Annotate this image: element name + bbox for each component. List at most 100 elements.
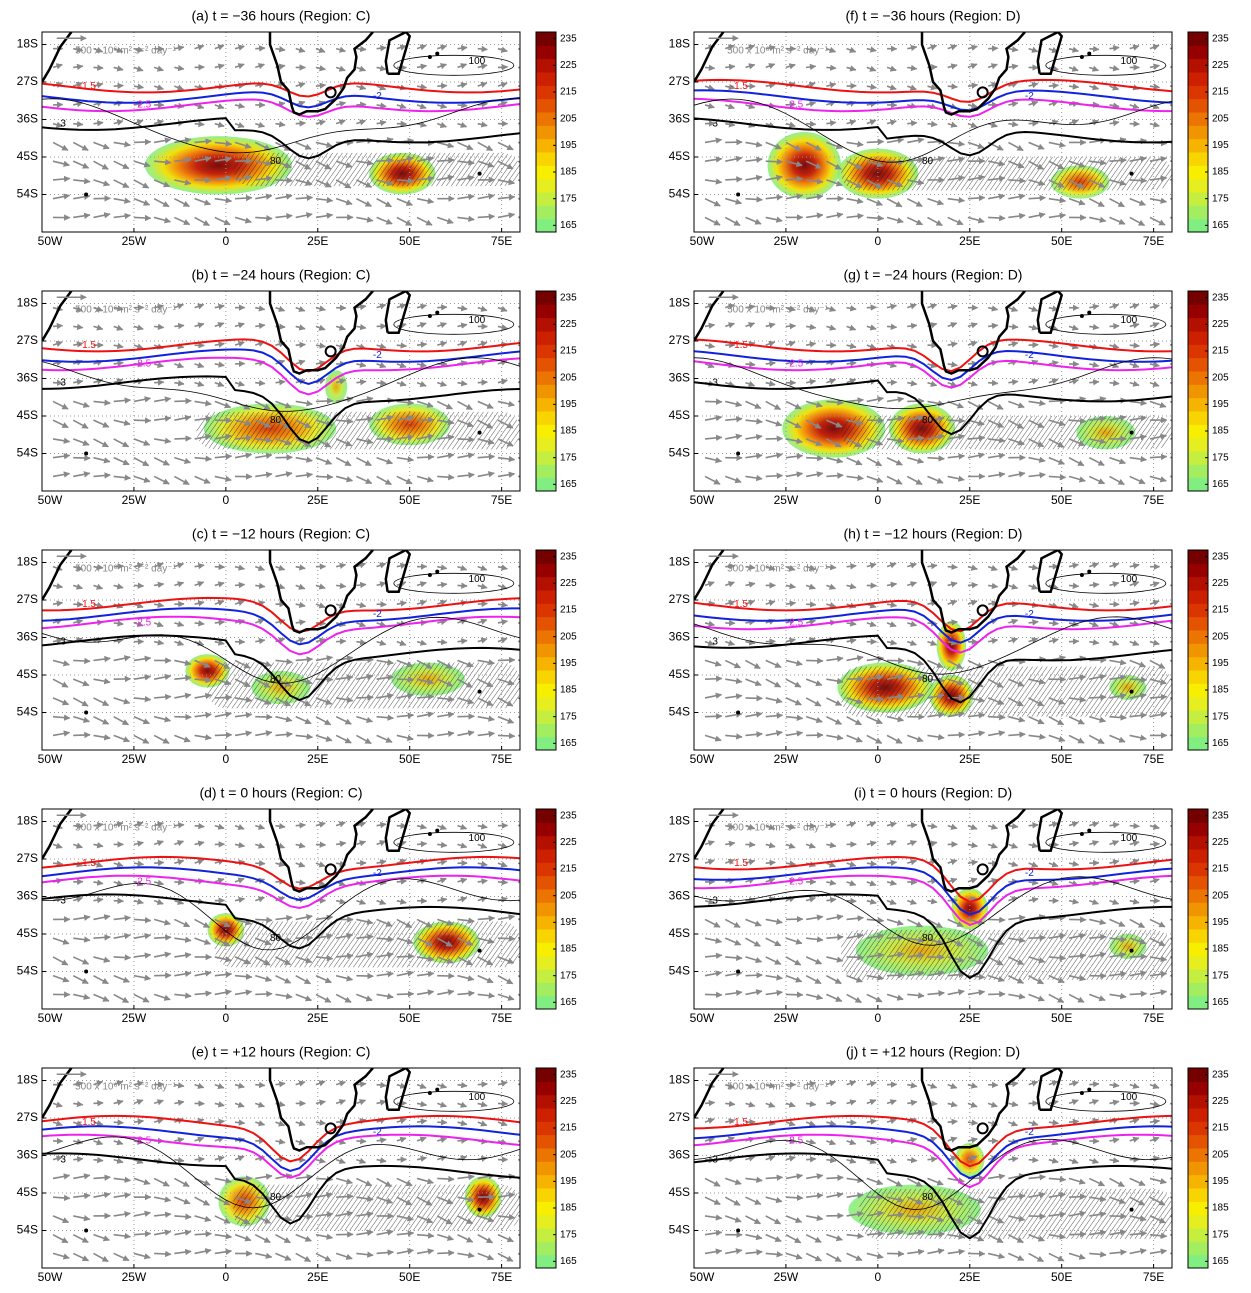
wind-vector [1109,345,1118,347]
wind-vector [174,1102,183,1104]
wind-vector [356,121,365,124]
wind-vector [417,86,426,87]
wind-vector [53,474,70,477]
wind-vector [948,364,957,365]
wind-vector [1029,1160,1039,1161]
wind-vector [93,439,108,447]
wind-vector [275,567,284,570]
wind-vector [356,1160,365,1163]
wind-vector [1150,919,1165,926]
x-tick-label: 0 [875,1011,882,1025]
wind-vector [437,1235,453,1240]
wind-vector [887,399,904,402]
wind-vector [705,199,720,206]
y-tick-label: 54S [17,964,38,978]
colorbar-label: 185 [1212,685,1229,696]
wind-vector [134,1253,150,1257]
colorbar-cell [536,464,556,478]
wind-vector [255,124,264,127]
wind-vector [235,826,244,829]
x-tick-label: 0 [223,1011,230,1025]
wind-vector [53,326,63,327]
wind-vector [988,1103,997,1106]
wind-vector [174,476,189,484]
wind-vector [93,717,108,724]
wind-vector [73,142,88,150]
wind-vector [53,439,70,442]
wind-vector [73,161,88,168]
colorbar-label: 205 [560,372,577,383]
colorbar-label: 175 [1212,970,1229,981]
wind-vector [867,1121,876,1122]
wind-vector [275,1235,290,1243]
wind-vector [786,733,803,736]
wind-vector [498,844,507,847]
wind-vector [316,1122,326,1123]
wind-vector [1008,66,1017,68]
wind-vector [336,458,351,466]
wind-vector [745,323,754,326]
colorbar-cell [536,1108,556,1122]
wind-vector [826,658,843,660]
contour-label: 80 [922,415,934,426]
wind-vector [1130,660,1146,666]
wind-vector [705,140,722,143]
wind-vector [725,938,740,945]
wind-vector [397,345,407,346]
wind-vector [847,863,856,866]
wind-vector [1069,822,1078,825]
wind-vector [154,86,163,89]
island [478,690,482,694]
wind-vector [988,474,1005,477]
wind-vector [1130,105,1139,108]
y-tick-label: 54S [17,187,38,201]
wind-vector [927,1159,937,1160]
wind-vector [786,660,802,664]
wind-vector [53,717,70,718]
wind-vector [766,715,783,716]
x-tick-label: 50W [38,1270,63,1284]
map-panel: (f) t = −36 hours (Region: D)-1.5-2-2.53… [669,8,1229,248]
wind-vector [53,844,62,847]
wind-vector [887,823,896,826]
wind-vector [174,1160,184,1161]
wind-vector [1170,455,1187,458]
wind-vector [1008,734,1025,735]
wind-vector [867,1253,883,1257]
contour-line [394,1091,514,1111]
colorbar-label: 235 [560,551,577,562]
island [1130,1208,1134,1212]
wind-vector [53,65,62,68]
wind-vector [988,124,997,127]
wind-vector [705,841,714,844]
wind-vector [134,842,143,844]
wind-vector [1109,717,1126,718]
wind-vector [1109,1252,1126,1254]
wind-vector [457,342,466,345]
wind-vector [457,567,466,570]
wind-vector [336,1178,352,1183]
wind-vector [518,936,535,938]
wind-vector [174,735,190,741]
wind-vector [73,180,90,182]
wind-vector [437,217,453,222]
wind-vector [1069,843,1078,845]
wind-vector [53,420,68,427]
y-tick-label: 36S [17,371,38,385]
wind-vector [255,217,272,218]
wind-vector [847,566,857,567]
wind-vector [316,717,331,725]
wind-vector [745,383,754,386]
wind-vector [73,698,88,706]
wind-vector [114,67,123,69]
wind-vector [847,1160,856,1163]
wind-vector [356,458,371,466]
wind-vector [705,437,722,439]
wind-vector [417,1138,426,1141]
wind-vector [195,1216,211,1221]
wind-vector [154,919,170,924]
wind-vector [316,85,326,86]
wind-vector [887,862,897,863]
wind-vector [847,199,863,202]
wind-vector [1150,457,1167,458]
